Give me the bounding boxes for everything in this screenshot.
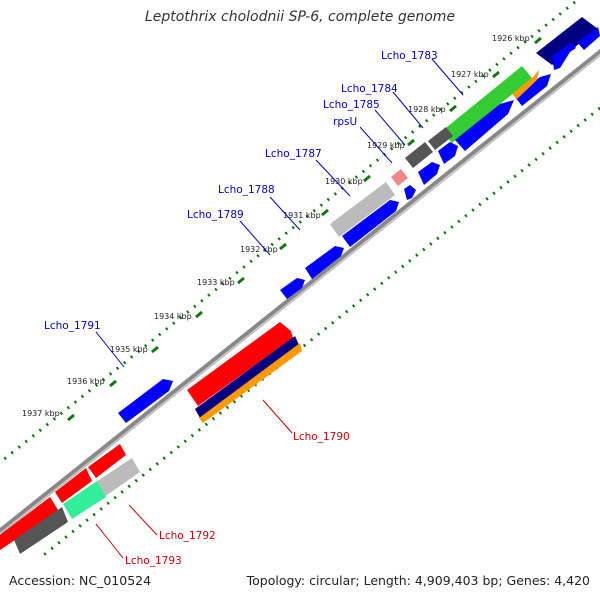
gene-label-lcho-1783[interactable]: Lcho_1783 [381, 50, 438, 62]
cds-arrow[interactable] [118, 379, 173, 423]
lcho-1790-feature [187, 322, 302, 423]
outer-tick-track [2, 0, 576, 462]
cds-arrow[interactable] [455, 100, 514, 151]
kbp-label: 1932 kbp [240, 245, 278, 254]
cds-arrow[interactable] [552, 42, 576, 70]
gene-label-lcho-1793[interactable]: Lcho_1793 [125, 555, 182, 567]
feature-block-grey[interactable] [14, 507, 68, 554]
tick-mark [321, 208, 329, 217]
kbp-label: 1929 kbp [367, 141, 405, 150]
kbp-label: 1930 kbp [325, 177, 363, 186]
feature-block-light-grey[interactable] [96, 458, 140, 497]
kbp-label: 1936 kbp [67, 377, 105, 386]
cds-arrow[interactable] [438, 142, 458, 164]
kbp-label: 1928 kbp [408, 105, 446, 114]
cds-arrow[interactable] [280, 278, 305, 299]
topology-text: Topology: circular; Length: 4,909,403 bp… [246, 573, 590, 588]
feature-block-aqua-green[interactable] [63, 481, 106, 519]
cds-arrow[interactable] [342, 200, 399, 247]
leader-line [269, 196, 301, 231]
feature-block-light-grey[interactable] [330, 182, 395, 237]
feature-block-green[interactable] [442, 66, 532, 143]
kbp-label: 1934 kbp [154, 312, 192, 321]
leader-line [95, 331, 125, 368]
leader-line [239, 220, 271, 256]
tick-mark [407, 138, 415, 147]
cds-arrow[interactable] [404, 185, 416, 200]
leader-line [128, 504, 158, 536]
tick-mark [237, 276, 245, 285]
kbp-label: 1937 kbp [22, 409, 60, 418]
cds-arrow[interactable] [577, 27, 600, 50]
gene-leaders [95, 58, 464, 559]
inner-tick-track [39, 106, 600, 560]
kbp-label: 1926 kbp [492, 34, 530, 43]
kbp-label: 1935 kbp [110, 345, 148, 354]
feature-block-pink[interactable] [391, 169, 408, 186]
gene-label-lcho-1788[interactable]: Lcho_1788 [218, 184, 275, 196]
tick-mark [363, 174, 371, 183]
gene-label-lcho-1784[interactable]: Lcho_1784 [341, 83, 398, 95]
gene-label-lcho-1791[interactable]: Lcho_1791 [44, 320, 101, 332]
gene-label-lcho-1790[interactable]: Lcho_1790 [293, 431, 350, 443]
bottom-left-features [0, 444, 140, 554]
rna-feature-orange[interactable] [199, 343, 302, 423]
genome-backbone [0, 49, 600, 533]
tick-mark [195, 310, 203, 319]
cds-arrow[interactable] [305, 246, 344, 279]
gene-label-lcho-1792[interactable]: Lcho_1792 [159, 530, 216, 542]
tick-mark [279, 242, 287, 251]
reverse-cds-red[interactable] [5, 497, 58, 542]
kbp-label: 1931 kbp [283, 211, 321, 220]
tick-mark [151, 345, 159, 354]
leader-line [359, 126, 393, 164]
feature-block-navy[interactable] [536, 17, 598, 65]
tick-mark [109, 379, 117, 388]
rna-feature-top[interactable] [512, 70, 539, 99]
kbp-label: 1933 kbp [197, 278, 235, 287]
cds-arrow[interactable] [515, 74, 551, 106]
feature-block-navy[interactable] [195, 336, 299, 418]
leader-line [431, 58, 464, 96]
cds-arrow[interactable] [418, 162, 440, 185]
feature-block-grey[interactable] [405, 142, 433, 168]
leader-line [262, 399, 293, 434]
tick-mark [492, 70, 500, 79]
major-ticks [67, 36, 542, 422]
kbp-label: 1927 kbp [451, 70, 489, 79]
map-title: Leptothrix cholodnii SP-6, complete geno… [144, 9, 456, 25]
gene-label-lcho-1785[interactable]: Lcho_1785 [323, 99, 380, 111]
reverse-cds-red[interactable] [88, 444, 126, 478]
gene-label-lcho-1787[interactable]: Lcho_1787 [265, 148, 322, 160]
leader-line [315, 159, 351, 197]
reverse-cds-red[interactable] [55, 468, 92, 503]
leader-line [374, 109, 406, 146]
leader-line [392, 91, 424, 129]
feature-track-outer [330, 17, 598, 237]
accession-text: Accession: NC_010524 [9, 573, 152, 588]
tick-mark [534, 36, 542, 45]
reverse-cds-red[interactable] [187, 322, 293, 406]
forward-cds-arrows [118, 27, 600, 423]
leader-line [95, 523, 124, 559]
gene-label-rpsu[interactable]: rpsU [333, 116, 357, 128]
tick-mark [449, 104, 457, 113]
tick-mark [67, 413, 75, 422]
gene-label-lcho-1789[interactable]: Lcho_1789 [187, 209, 244, 221]
reverse-cds-red[interactable] [0, 530, 12, 550]
feature-block-grey[interactable] [428, 127, 453, 150]
genome-backbone-shadow [0, 54, 600, 536]
